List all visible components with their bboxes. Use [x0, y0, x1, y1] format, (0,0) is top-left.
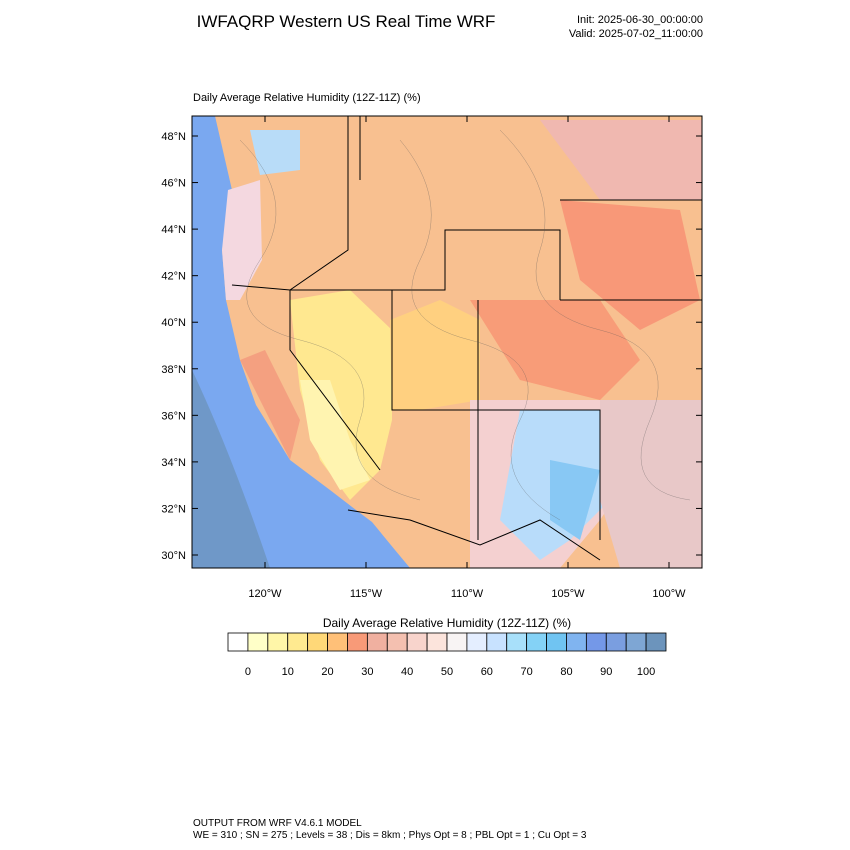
colorbar-label: 10 [282, 666, 294, 678]
init-time: Init: 2025-06-30_00:00:00 [577, 14, 703, 26]
footer-line2: WE = 310 ; SN = 275 ; Levels = 38 ; Dis … [193, 830, 587, 841]
colorbar-box [366, 632, 388, 652]
lat-label: 46°N [161, 178, 186, 190]
lon-label: 110°W [451, 588, 484, 600]
map [192, 116, 702, 568]
colorbar-box [406, 632, 428, 652]
lat-label: 36°N [161, 410, 186, 422]
colorbar-label: 40 [401, 666, 413, 678]
lon-label: 115°W [350, 588, 383, 600]
lat-label: 32°N [161, 503, 186, 515]
colorbar-box [625, 632, 647, 652]
colorbar-box [426, 632, 448, 652]
colorbar-box [506, 632, 528, 652]
map-frame [191, 115, 703, 569]
lat-label: 42°N [161, 271, 186, 283]
colorbar-label: 80 [560, 666, 572, 678]
colorbar-box [585, 632, 607, 652]
colorbar: 0 10 20 30 40 50 60 70 80 90 100 [227, 632, 667, 678]
colorbar-box [466, 632, 488, 652]
lon-label: 100°W [652, 588, 686, 600]
colorbar-box [486, 632, 508, 652]
footer-line1: OUTPUT FROM WRF V4.6.1 MODEL [193, 818, 362, 829]
colorbar-box [446, 632, 468, 652]
colorbar-label: 30 [361, 666, 373, 678]
colorbar-label: 90 [600, 666, 612, 678]
colorbar-box [247, 632, 269, 652]
colorbar-title: Daily Average Relative Humidity (12Z-11Z… [323, 616, 571, 630]
valid-time: Valid: 2025-07-02_11:00:00 [569, 28, 703, 40]
colorbar-label: 100 [637, 666, 655, 678]
colorbar-box [546, 632, 567, 652]
lat-label: 38°N [161, 364, 186, 376]
title: IWFAQRP Western US Real Time WRF [197, 12, 496, 31]
colorbar-box [327, 632, 348, 652]
colorbar-box [386, 632, 408, 652]
colorbar-box [605, 632, 627, 652]
colorbar-box [307, 632, 328, 652]
map-title: Daily Average Relative Humidity (12Z-11Z… [193, 92, 421, 104]
colorbar-label: 20 [321, 666, 333, 678]
lat-label: 48°N [161, 131, 186, 143]
lat-label: 30°N [161, 550, 186, 562]
colorbar-box [267, 632, 289, 652]
axes: 48°N 46°N 44°N 42°N 40°N 38°N 36°N 34°N 32°N 30°N… [161, 116, 702, 600]
lat-label: 44°N [161, 224, 186, 236]
colorbar-box [526, 632, 547, 652]
colorbar-box [287, 632, 309, 652]
lon-label: 120°W [248, 588, 282, 600]
colorbar-label: 0 [245, 666, 251, 678]
colorbar-label: 70 [521, 666, 533, 678]
colorbar-box [347, 632, 368, 652]
colorbar-label: 60 [481, 666, 493, 678]
lon-label: 105°W [551, 588, 585, 600]
lat-label: 40°N [161, 317, 186, 329]
lat-label: 34°N [161, 457, 186, 469]
colorbar-label: 50 [441, 666, 453, 678]
colorbar-box [227, 632, 249, 652]
colorbar-box [566, 632, 587, 652]
colorbar-box [645, 632, 667, 652]
